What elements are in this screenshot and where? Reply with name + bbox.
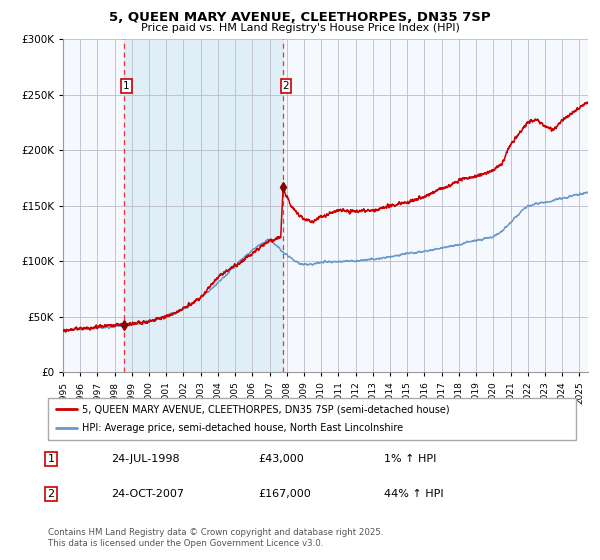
Text: 5, QUEEN MARY AVENUE, CLEETHORPES, DN35 7SP (semi-detached house): 5, QUEEN MARY AVENUE, CLEETHORPES, DN35 … — [82, 404, 450, 414]
Text: 1: 1 — [47, 454, 55, 464]
Text: HPI: Average price, semi-detached house, North East Lincolnshire: HPI: Average price, semi-detached house,… — [82, 423, 403, 433]
Text: Price paid vs. HM Land Registry's House Price Index (HPI): Price paid vs. HM Land Registry's House … — [140, 23, 460, 33]
Text: 24-JUL-1998: 24-JUL-1998 — [111, 454, 179, 464]
Text: 1% ↑ HPI: 1% ↑ HPI — [384, 454, 436, 464]
Text: £167,000: £167,000 — [258, 489, 311, 499]
Text: Contains HM Land Registry data © Crown copyright and database right 2025.
This d: Contains HM Land Registry data © Crown c… — [48, 528, 383, 548]
FancyBboxPatch shape — [48, 398, 576, 440]
Text: 2: 2 — [47, 489, 55, 499]
Text: 44% ↑ HPI: 44% ↑ HPI — [384, 489, 443, 499]
Text: 1: 1 — [123, 81, 130, 91]
Text: 2: 2 — [283, 81, 289, 91]
Text: 5, QUEEN MARY AVENUE, CLEETHORPES, DN35 7SP: 5, QUEEN MARY AVENUE, CLEETHORPES, DN35 … — [109, 11, 491, 25]
Text: 24-OCT-2007: 24-OCT-2007 — [111, 489, 184, 499]
Text: £43,000: £43,000 — [258, 454, 304, 464]
Bar — [124, 39, 283, 372]
